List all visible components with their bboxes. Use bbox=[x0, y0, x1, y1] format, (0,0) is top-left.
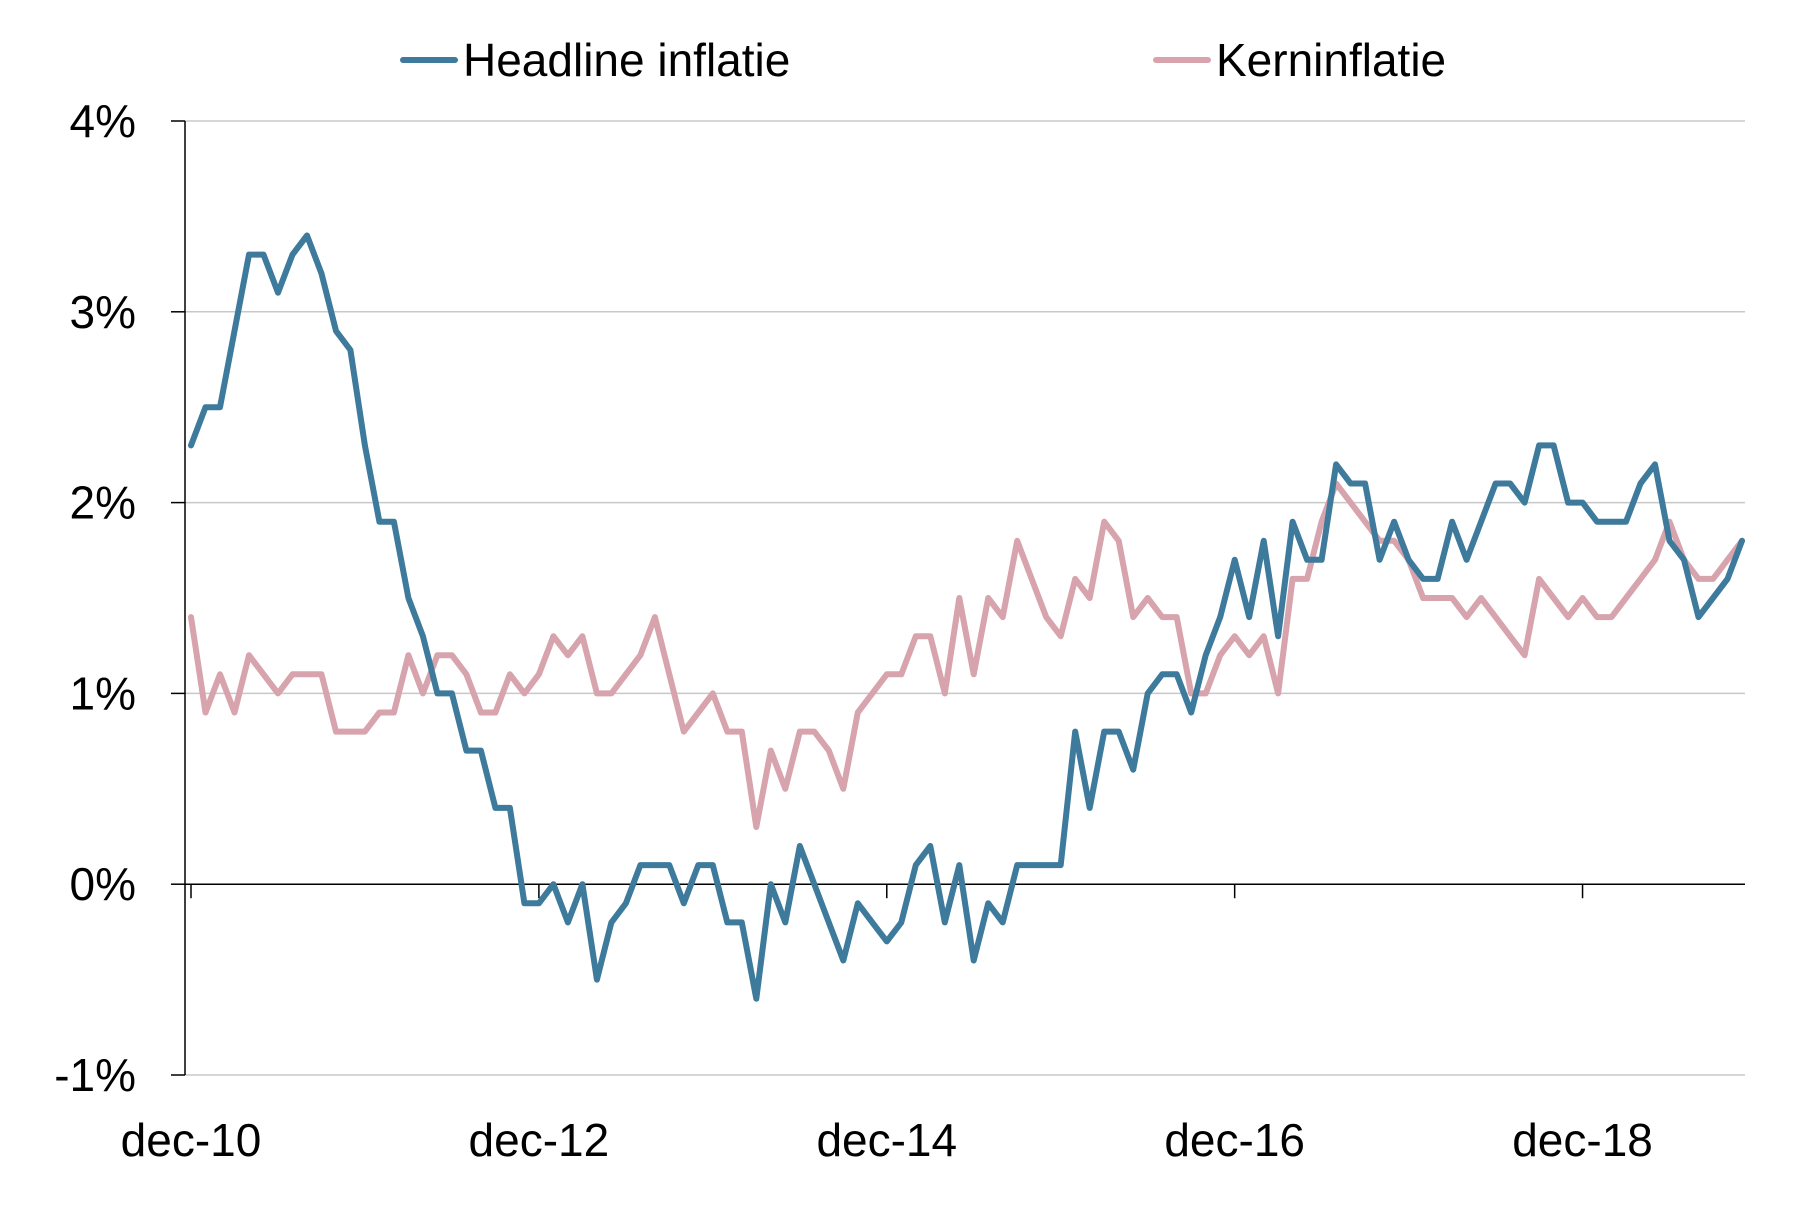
legend: Headline inflatie Kerninflatie bbox=[400, 34, 1446, 86]
series-line-kerninflatie bbox=[188, 480, 1745, 830]
y-tick-label: 2% bbox=[70, 477, 136, 529]
y-tick-label: -1% bbox=[54, 1049, 136, 1101]
y-tick-label: 4% bbox=[70, 95, 136, 147]
y-tick-label: 3% bbox=[70, 286, 136, 338]
x-tick-label: dec-16 bbox=[1164, 1114, 1305, 1166]
gridlines bbox=[185, 120, 1745, 1076]
x-axis-tick-labels: dec-10 dec-12 dec-14 dec-16 dec-18 bbox=[121, 1114, 1653, 1166]
y-axis-tick-labels: -1% 0% 1% 2% 3% 4% bbox=[54, 95, 136, 1101]
x-tick-label: dec-10 bbox=[121, 1114, 262, 1166]
legend-label-kerninflatie: Kerninflatie bbox=[1216, 34, 1446, 86]
series-lines bbox=[188, 232, 1745, 1002]
series-line-headline-inflatie bbox=[188, 232, 1745, 1002]
legend-label-headline-inflatie: Headline inflatie bbox=[463, 34, 790, 86]
y-tick-label: 0% bbox=[70, 858, 136, 910]
x-tick-label: dec-14 bbox=[816, 1114, 957, 1166]
y-tick-label: 1% bbox=[70, 667, 136, 719]
x-tick-label: dec-12 bbox=[469, 1114, 610, 1166]
x-tick-label: dec-18 bbox=[1512, 1114, 1653, 1166]
